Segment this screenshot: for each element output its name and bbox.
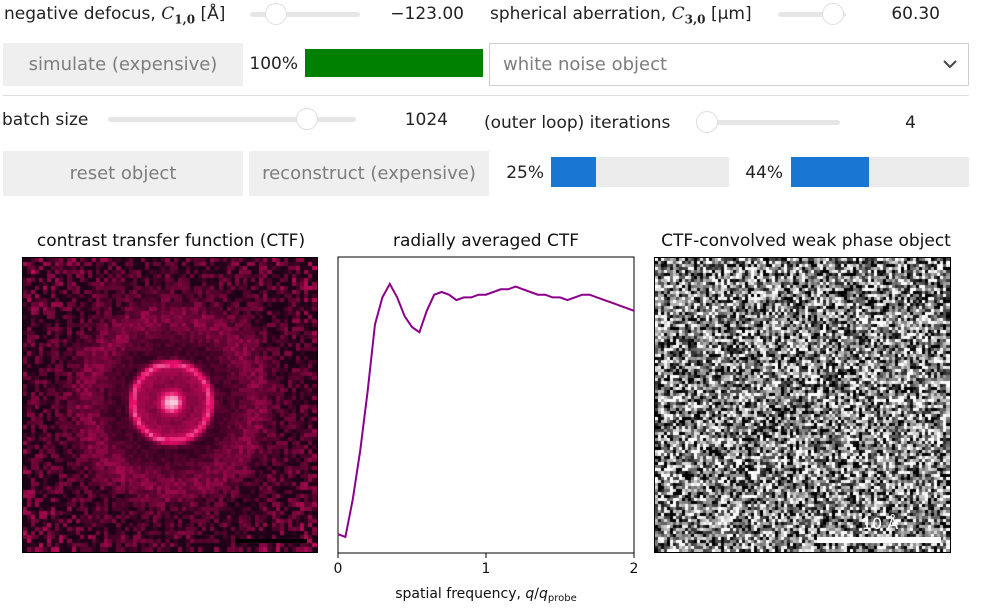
x-tick-label: 1 xyxy=(482,561,491,577)
batch-size-label: batch size xyxy=(2,110,89,130)
defocus-slider-thumb[interactable] xyxy=(265,3,288,25)
ctf-heatmap xyxy=(23,258,317,552)
defocus-label: negative defocus, C1,0 [Å] xyxy=(4,4,226,27)
iterations-slider-track[interactable] xyxy=(700,120,840,125)
ctf-plot: 0 1 2 spatial frequency, q/qprobe xyxy=(334,256,639,604)
batch-size-value: 1024 xyxy=(404,110,448,130)
x-tick-label: 0 xyxy=(334,561,343,577)
batch-size-slider-thumb[interactable] xyxy=(295,108,318,130)
progress-b-bar xyxy=(791,157,969,187)
simulate-progress-text: 100% xyxy=(249,54,298,74)
ctf-scalebar xyxy=(235,539,307,543)
ctf-plot-title: radially averaged CTF xyxy=(392,231,580,251)
ctf-series-line xyxy=(337,281,635,539)
progress-a-bar xyxy=(551,157,729,187)
divider xyxy=(3,95,969,96)
x-axis-ticks: 0 1 2 xyxy=(334,553,639,577)
aberration-slider-track[interactable] xyxy=(778,12,846,17)
defocus-slider-track[interactable] xyxy=(250,12,360,17)
aberration-slider-thumb[interactable] xyxy=(821,3,844,25)
x-tick-label: 2 xyxy=(630,561,639,577)
ctf-image xyxy=(22,257,318,553)
iterations-slider-thumb[interactable] xyxy=(696,111,718,133)
ctf-image-title: contrast transfer function (CTF) xyxy=(36,231,306,251)
progress-b-fill xyxy=(791,157,870,187)
plot-frame xyxy=(337,256,635,554)
progress-a-fill xyxy=(551,157,596,187)
defocus-value: −123.00 xyxy=(390,4,464,24)
object-select-value: white noise object xyxy=(503,54,668,75)
wpo-noise-image xyxy=(655,258,950,552)
progress-b-text: 44% xyxy=(745,163,783,183)
reset-object-button[interactable]: reset object xyxy=(3,151,243,196)
wpo-scalebar xyxy=(817,537,941,543)
object-select[interactable]: white noise object xyxy=(489,43,969,86)
wpo-image: 10 Å xyxy=(654,257,951,553)
simulate-progress-bar xyxy=(305,49,483,77)
aberration-label: spherical aberration, C3,0 [μm] xyxy=(490,4,752,27)
defocus-symbol: C1,0 xyxy=(161,4,196,27)
aberration-symbol: C3,0 xyxy=(671,4,706,27)
aberration-value: 60.30 xyxy=(891,4,940,24)
progress-a-text: 25% xyxy=(506,163,544,183)
iterations-value: 4 xyxy=(905,113,916,133)
wpo-image-title: CTF-convolved weak phase object xyxy=(661,231,951,251)
simulate-button[interactable]: simulate (expensive) xyxy=(3,43,243,86)
iterations-label: (outer loop) iterations xyxy=(484,113,671,133)
chevron-down-icon xyxy=(942,56,958,77)
wpo-scalebar-label: 10 Å xyxy=(861,514,899,533)
batch-size-slider-track[interactable] xyxy=(108,117,356,122)
simulate-progress-fill xyxy=(305,49,483,77)
reconstruct-button[interactable]: reconstruct (expensive) xyxy=(249,151,489,196)
x-axis-label: spatial frequency, q/qprobe xyxy=(395,586,577,604)
